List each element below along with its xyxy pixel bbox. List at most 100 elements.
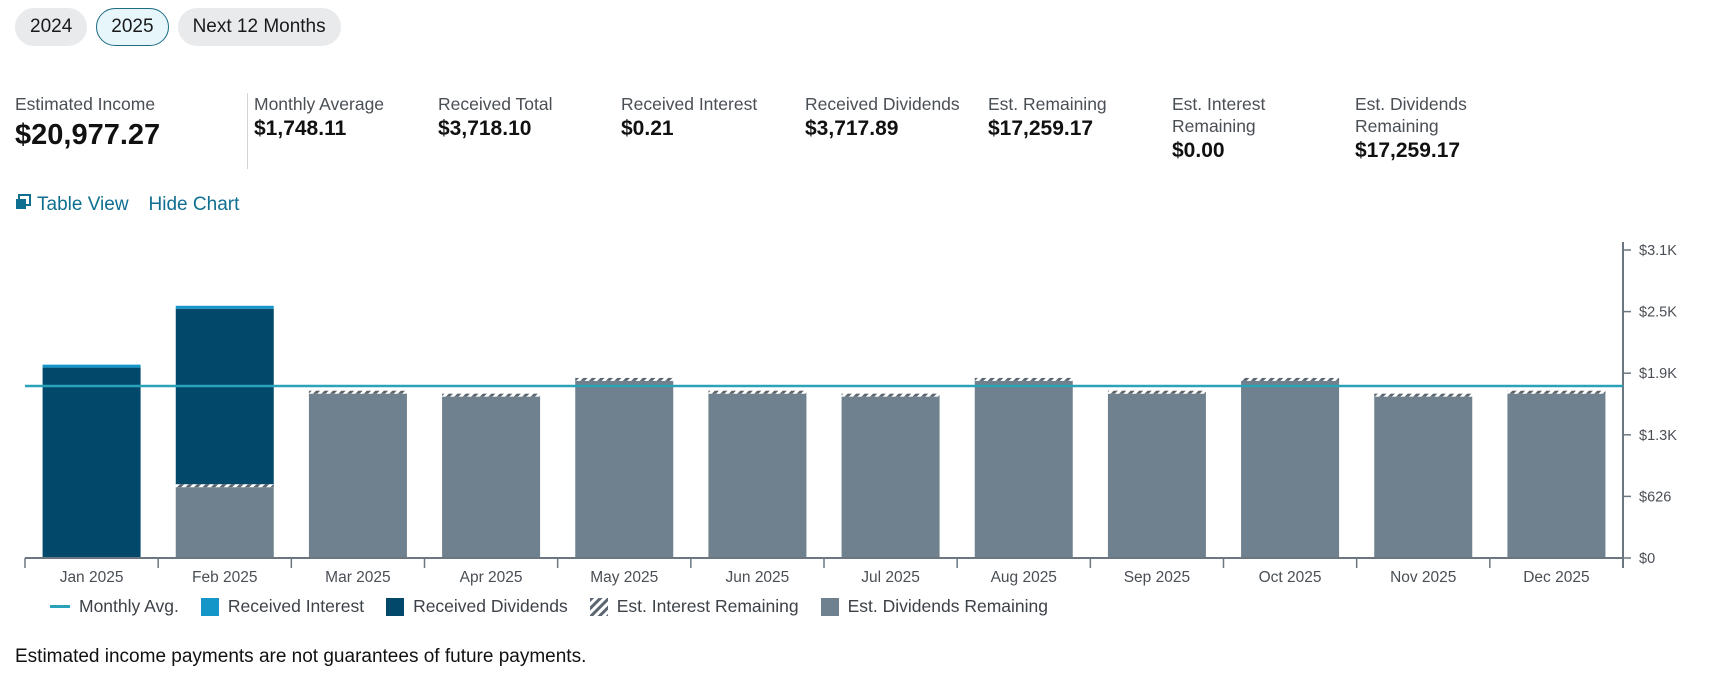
- received-interest-label: Received Interest: [621, 94, 758, 114]
- bar-est-dividends-remaining-4[interactable]: [442, 396, 541, 558]
- disclaimer-text: Estimated income payments are not guaran…: [15, 646, 587, 667]
- monthly-avg-swatch: [50, 605, 70, 608]
- bar-est-interest-remaining-12[interactable]: [1507, 390, 1606, 394]
- est-remaining-value: $17,259.17: [988, 117, 1094, 140]
- bar-received-interest-1[interactable]: [42, 364, 141, 368]
- est-dividends-remaining-label-1: Est. Dividends: [1355, 94, 1467, 114]
- y-tick-label: $1.3K: [1639, 428, 1677, 444]
- bar-est-dividends-remaining-11[interactable]: [1374, 396, 1473, 558]
- bar-est-dividends-remaining-6[interactable]: [708, 393, 807, 558]
- x-tick-label: Jul 2025: [861, 569, 920, 586]
- bar-est-interest-remaining-3[interactable]: [308, 390, 407, 394]
- bar-est-dividends-remaining-9[interactable]: [1107, 393, 1206, 558]
- y-tick-label: $626: [1639, 489, 1671, 505]
- x-tick-label: Apr 2025: [460, 569, 523, 586]
- table-view-link[interactable]: Table View: [15, 194, 129, 216]
- bar-est-interest-remaining-8[interactable]: [974, 377, 1073, 381]
- tab-2024[interactable]: 2024: [15, 8, 88, 46]
- legend-received-interest[interactable]: Received Interest: [200, 596, 365, 617]
- est-dividends-remaining-value: $17,259.17: [1355, 139, 1461, 162]
- legend-received-dividends[interactable]: Received Dividends: [386, 596, 568, 617]
- chart-links: Table View Hide Chart: [15, 194, 239, 216]
- bar-est-interest-remaining-2[interactable]: [175, 484, 274, 488]
- period-tabs: 2024 2025 Next 12 Months: [15, 8, 341, 46]
- x-tick-label: Jan 2025: [60, 569, 124, 586]
- legend-monthly-avg-label: Monthly Avg.: [79, 596, 179, 616]
- bar-est-dividends-remaining-2[interactable]: [175, 487, 274, 558]
- y-tick-label: $1.9K: [1639, 366, 1677, 382]
- received-total-metric: Received Total $3,718.10: [438, 93, 552, 141]
- received-interest-value: $0.21: [621, 117, 674, 140]
- hide-chart-link[interactable]: Hide Chart: [148, 194, 240, 215]
- received-dividends-label: Received Dividends: [805, 94, 960, 114]
- bar-est-interest-remaining-6[interactable]: [708, 390, 807, 394]
- legend-received-interest-label: Received Interest: [227, 596, 365, 616]
- income-summary: Estimated Income $20,977.27 Monthly Aver…: [15, 93, 1695, 173]
- bar-est-interest-remaining-11[interactable]: [1374, 393, 1473, 397]
- monthly-average-value: $1,748.11: [254, 117, 347, 140]
- est-dividends-remaining-label-2: Remaining: [1355, 116, 1439, 136]
- bar-est-dividends-remaining-5[interactable]: [575, 380, 674, 558]
- bar-est-interest-remaining-4[interactable]: [442, 393, 541, 397]
- legend-monthly-avg[interactable]: Monthly Avg.: [50, 596, 179, 617]
- legend-est-interest-remaining[interactable]: Est. Interest Remaining: [589, 596, 799, 617]
- chart-bars: [42, 305, 1606, 558]
- x-axis: Jan 2025 Feb 2025 Mar 2025 Apr 2025 May 2025…: [24, 557, 1624, 586]
- est-interest-remaining-metric: Est. Interest Remaining $0.00: [1172, 93, 1265, 163]
- received-dividends-value: $3,717.89: [805, 117, 899, 140]
- est-interest-remaining-label-1: Est. Interest: [1172, 94, 1266, 114]
- x-tick-label: Nov 2025: [1390, 569, 1456, 586]
- received-interest-metric: Received Interest $0.21: [621, 93, 757, 141]
- est-interest-remaining-swatch: [589, 597, 608, 616]
- est-remaining-metric: Est. Remaining $17,259.17: [988, 93, 1107, 141]
- table-view-label: Table View: [37, 194, 129, 215]
- legend-est-dividends-remaining[interactable]: Est. Dividends Remaining: [820, 596, 1048, 617]
- bar-received-dividends-2[interactable]: [175, 308, 274, 485]
- monthly-average-label: Monthly Average: [254, 94, 385, 114]
- received-total-value: $3,718.10: [438, 117, 532, 140]
- received-dividends-swatch: [386, 597, 405, 616]
- bar-received-dividends-1[interactable]: [42, 367, 141, 558]
- legend-received-dividends-label: Received Dividends: [413, 596, 568, 616]
- est-interest-remaining-label-2: Remaining: [1172, 116, 1256, 136]
- legend-est-dividends-remaining-label: Est. Dividends Remaining: [847, 596, 1048, 616]
- x-tick-label: Oct 2025: [1259, 569, 1322, 586]
- est-dividends-remaining-swatch: [820, 597, 839, 616]
- est-dividends-remaining-metric: Est. Dividends Remaining $17,259.17: [1355, 93, 1467, 163]
- bar-est-dividends-remaining-7[interactable]: [841, 396, 940, 558]
- x-tick-label: May 2025: [590, 569, 658, 586]
- x-tick-label: Mar 2025: [325, 569, 390, 586]
- x-tick-label: Dec 2025: [1523, 569, 1589, 586]
- bar-est-dividends-remaining-12[interactable]: [1507, 393, 1606, 558]
- chart-legend: Monthly Avg. Received Interest Received …: [50, 596, 1048, 617]
- est-interest-remaining-value: $0.00: [1172, 139, 1225, 162]
- est-remaining-label: Est. Remaining: [988, 94, 1107, 114]
- bar-est-interest-remaining-10[interactable]: [1241, 377, 1340, 381]
- bar-est-interest-remaining-9[interactable]: [1107, 390, 1206, 394]
- tab-next-12-months[interactable]: Next 12 Months: [177, 8, 341, 46]
- summary-divider: [247, 93, 248, 169]
- x-tick-label: Sep 2025: [1124, 569, 1190, 586]
- bar-est-dividends-remaining-3[interactable]: [308, 393, 407, 558]
- bar-est-dividends-remaining-10[interactable]: [1241, 380, 1340, 558]
- bar-est-interest-remaining-7[interactable]: [841, 393, 940, 397]
- y-tick-label: $2.5K: [1639, 305, 1677, 321]
- legend-est-interest-remaining-label: Est. Interest Remaining: [616, 596, 799, 616]
- bar-est-interest-remaining-5[interactable]: [575, 377, 674, 381]
- received-total-label: Received Total: [438, 94, 553, 114]
- bar-received-interest-2[interactable]: [175, 305, 274, 309]
- y-tick-label: $0: [1639, 551, 1655, 567]
- bar-est-dividends-remaining-8[interactable]: [974, 380, 1073, 558]
- received-dividends-metric: Received Dividends $3,717.89: [805, 93, 960, 141]
- received-interest-swatch: [200, 597, 219, 616]
- estimated-income-value: $20,977.27: [15, 119, 161, 151]
- estimated-income-label: Estimated Income: [15, 94, 156, 114]
- x-tick-label: Feb 2025: [192, 569, 258, 586]
- tab-2025[interactable]: 2025: [96, 8, 169, 46]
- y-axis: $0 $626 $1.3K $1.9K $2.5K $3.1K: [1622, 242, 1677, 568]
- x-tick-label: Aug 2025: [991, 569, 1057, 586]
- x-tick-label: Jun 2025: [726, 569, 790, 586]
- y-tick-label: $3.1K: [1639, 243, 1677, 259]
- estimated-income-metric: Estimated Income $20,977.27: [15, 93, 160, 152]
- table-view-icon: [15, 194, 31, 216]
